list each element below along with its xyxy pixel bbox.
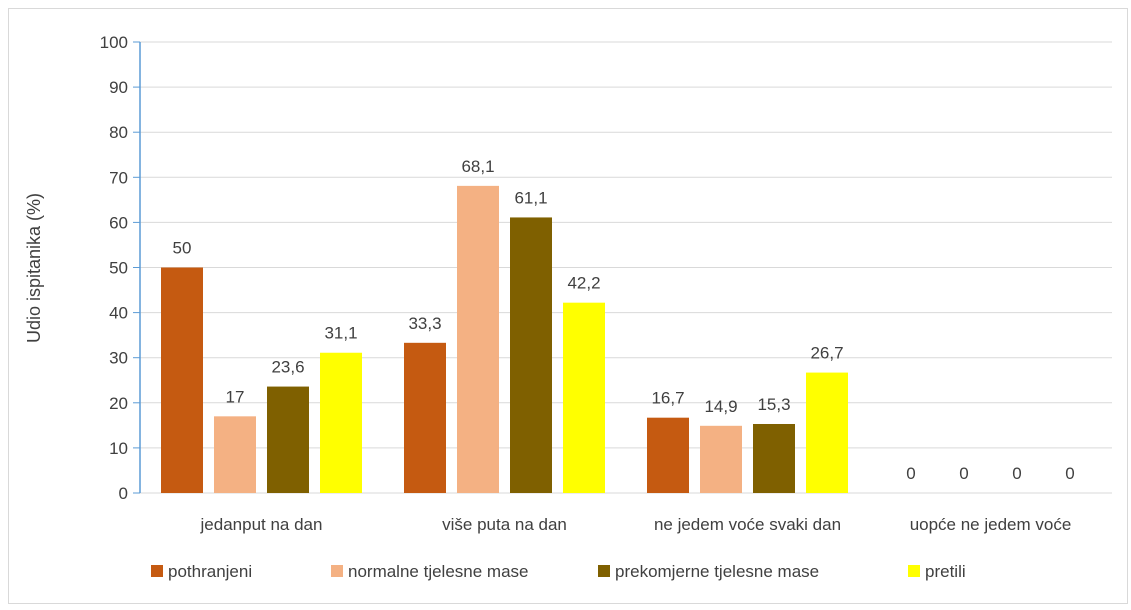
bar-3-1 (267, 387, 309, 493)
legend-swatch-3 (598, 565, 610, 577)
data-label: 68,1 (461, 157, 494, 176)
category-label: ne jedem voće svaki dan (654, 515, 841, 534)
y-tick-label: 90 (109, 78, 128, 97)
bar-1-2 (404, 343, 446, 493)
data-label: 26,7 (810, 344, 843, 363)
data-label: 0 (906, 464, 915, 483)
y-tick-label: 50 (109, 259, 128, 278)
legend-label: normalne tjelesne mase (348, 562, 528, 581)
data-label: 0 (1012, 464, 1021, 483)
bar-3-2 (510, 217, 552, 493)
legend-swatch-2 (331, 565, 343, 577)
data-label: 17 (226, 387, 245, 406)
legend: pothranjeni normalne tjelesne mase prekomj… (151, 562, 966, 581)
bar-2-1 (214, 416, 256, 493)
category-labels: jedanput na dan više puta na dan ne jedem … (200, 515, 1072, 534)
legend-swatch-1 (151, 565, 163, 577)
y-tick-label: 100 (100, 33, 128, 52)
data-label: 0 (1065, 464, 1074, 483)
legend-swatch-4 (908, 565, 920, 577)
y-tick-label: 60 (109, 213, 128, 232)
bars (161, 186, 848, 493)
bar-2-3 (700, 426, 742, 493)
y-tick-label: 30 (109, 349, 128, 368)
data-label: 16,7 (651, 389, 684, 408)
y-tick-label: 40 (109, 304, 128, 323)
y-axis-title: Udio ispitanika (%) (24, 193, 44, 343)
legend-label: pothranjeni (168, 562, 252, 581)
category-label: jedanput na dan (200, 515, 323, 534)
data-label: 50 (173, 239, 192, 258)
bar-3-3 (753, 424, 795, 493)
y-tick-label: 10 (109, 439, 128, 458)
data-label: 15,3 (757, 395, 790, 414)
category-label: uopće ne jedem voće (910, 515, 1072, 534)
category-label: više puta na dan (442, 515, 567, 534)
bar-4-1 (320, 353, 362, 493)
data-label: 23,6 (271, 358, 304, 377)
bar-1-3 (647, 418, 689, 493)
data-label: 14,9 (704, 397, 737, 416)
bar-4-3 (806, 373, 848, 493)
legend-label: prekomjerne tjelesne mase (615, 562, 819, 581)
data-label: 33,3 (408, 314, 441, 333)
legend-label: pretili (925, 562, 966, 581)
y-tick-labels: 0 10 20 30 40 50 60 70 80 90 100 (100, 33, 128, 503)
bar-2-2 (457, 186, 499, 493)
y-tick-label: 20 (109, 394, 128, 413)
data-label: 42,2 (567, 274, 600, 293)
data-label: 61,1 (514, 188, 547, 207)
bar-1-1 (161, 268, 203, 494)
bar-4-2 (563, 303, 605, 493)
data-label: 0 (959, 464, 968, 483)
data-label: 31,1 (324, 324, 357, 343)
y-tick-label: 80 (109, 123, 128, 142)
y-tick-label: 70 (109, 168, 128, 187)
y-tick-label: 0 (119, 484, 128, 503)
